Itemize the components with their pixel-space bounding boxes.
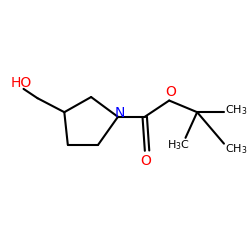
Text: O: O (165, 85, 176, 99)
Text: N: N (114, 106, 125, 120)
Text: H$_3$C: H$_3$C (167, 138, 190, 152)
Text: HO: HO (11, 76, 32, 90)
Text: CH$_3$: CH$_3$ (225, 104, 248, 117)
Text: O: O (140, 154, 151, 168)
Text: CH$_3$: CH$_3$ (225, 142, 248, 156)
